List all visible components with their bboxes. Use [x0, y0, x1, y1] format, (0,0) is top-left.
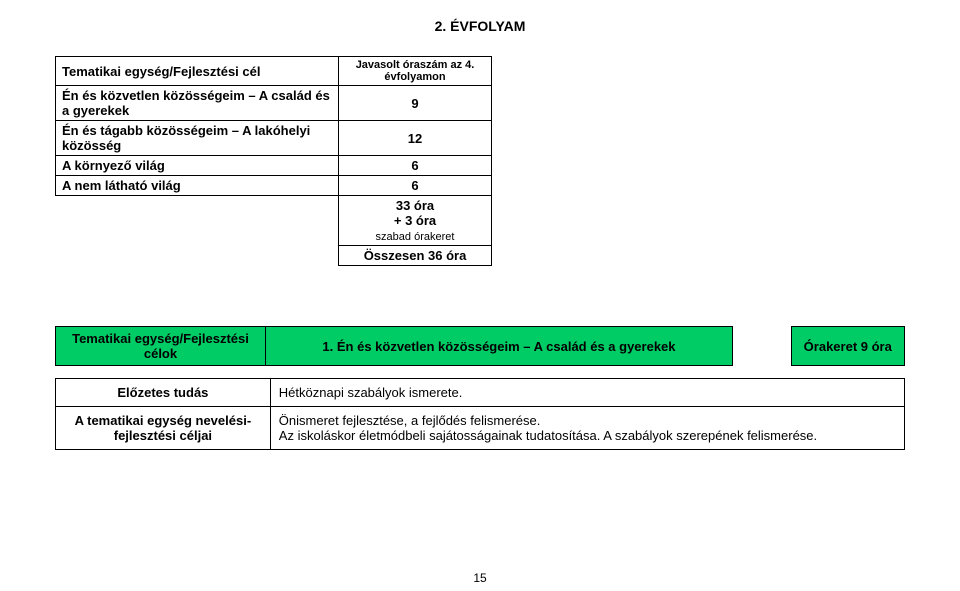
row-value: 9 — [339, 86, 492, 121]
page-number: 15 — [0, 571, 960, 585]
detail-label: Előzetes tudás — [56, 379, 271, 407]
unit-header-strip: Tematikai egység/Fejlesztési célok 1. Én… — [55, 326, 905, 366]
row-label: Én és közvetlen közösségeim – A család é… — [56, 86, 339, 121]
page: 2. ÉVFOLYAM Tematikai egység/Fejlesztési… — [0, 0, 960, 591]
detail-label: A tematikai egység nevelési-fejlesztési … — [56, 407, 271, 450]
empty-cell — [56, 196, 339, 246]
summary-total: Összesen 36 óra — [339, 246, 492, 266]
hours-table: Tematikai egység/Fejlesztési cél Javasol… — [55, 56, 492, 266]
row-value: 6 — [339, 156, 492, 176]
summary-main: 33 óra+ 3 óra — [394, 198, 436, 228]
detail-value: Hétköznapi szabályok ismerete. — [270, 379, 904, 407]
row-label: A környező világ — [56, 156, 339, 176]
unit-title: 1. Én és közvetlen közösségeim – A csalá… — [265, 327, 732, 366]
detail-value: Önismeret fejlesztése, a fejlődés felism… — [270, 407, 904, 450]
row-value: 12 — [339, 121, 492, 156]
row-label: A nem látható világ — [56, 176, 339, 196]
row-value: 6 — [339, 176, 492, 196]
details-table: Előzetes tudás Hétköznapi szabályok isme… — [55, 378, 905, 450]
unit-hours: Órakeret 9 óra — [791, 327, 904, 366]
col-header-left: Tematikai egység/Fejlesztési cél — [56, 57, 339, 86]
summary-sub: szabad órakeret — [376, 231, 455, 243]
unit-label: Tematikai egység/Fejlesztési célok — [56, 327, 266, 366]
col-header-right: Javasolt óraszám az 4. évfolyamon — [339, 57, 492, 86]
empty-cell — [56, 246, 339, 266]
page-title: 2. ÉVFOLYAM — [55, 18, 905, 34]
summary-cell: 33 óra+ 3 óra szabad órakeret — [339, 196, 492, 246]
gap-cell — [732, 327, 791, 366]
row-label: Én és tágabb közösségeim – A lakóhelyi k… — [56, 121, 339, 156]
